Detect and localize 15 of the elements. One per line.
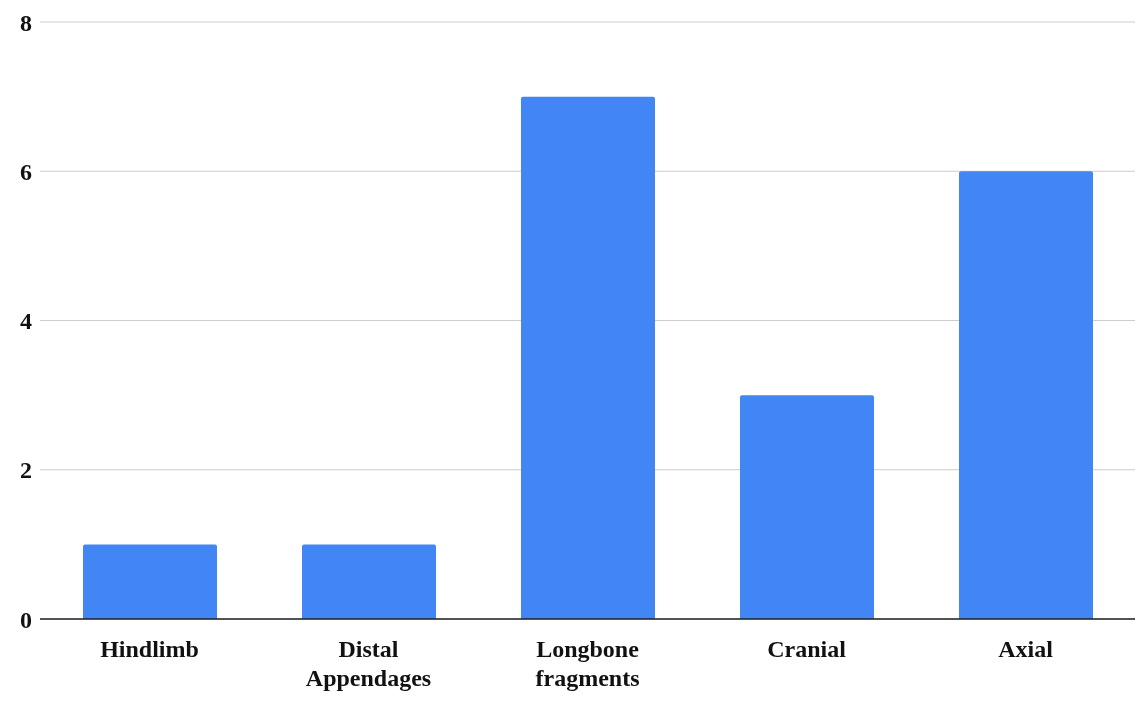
y-tick-label: 6 [20,158,32,185]
bar [302,544,436,619]
y-tick-label: 2 [20,457,32,484]
x-tick-label: Axial [998,636,1054,662]
bar [740,395,874,619]
bar [83,544,217,619]
x-tick-label: Distal Appendages [305,636,432,691]
y-tick-label: 8 [20,9,32,36]
y-tick-label: 0 [20,606,32,633]
x-tick-label: Hindlimb [100,636,199,662]
x-tick-label: Longbone fragments [535,636,640,691]
y-tick-label: 4 [20,308,32,335]
x-tick-label: Cranial [767,636,847,662]
bar [521,96,655,619]
bar [959,171,1093,619]
